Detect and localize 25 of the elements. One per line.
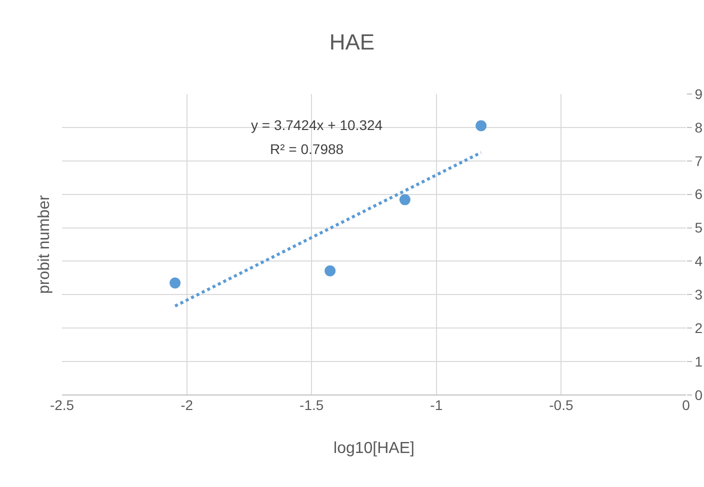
annotation: R² = 0.7988: [270, 141, 344, 157]
y-tick-label: 2: [694, 320, 703, 336]
x-tick-label: -2: [180, 397, 194, 413]
y-tick-label: 3: [694, 286, 703, 303]
y-tick-label: 1: [694, 353, 703, 370]
y-axis-title: probit number: [36, 194, 53, 294]
x-tick-label: -1.5: [300, 397, 324, 413]
y-tick-label: 9: [694, 86, 703, 102]
y-tick-label: 6: [694, 186, 703, 202]
y-tick-label: 5: [694, 220, 703, 236]
x-tick-label: 0: [682, 397, 690, 413]
point: [324, 265, 336, 276]
point: [476, 120, 487, 132]
chart-title: HAE: [329, 29, 375, 54]
y-tick-label: 8: [694, 119, 703, 136]
x-tick-label: -1: [430, 397, 443, 413]
annotation: y = 3.7424x + 10.324: [251, 117, 383, 133]
y-tick-label: 0: [694, 386, 703, 403]
y-tick-label: 4: [694, 253, 703, 270]
point: [399, 194, 410, 206]
x-tick-label: -2.5: [50, 397, 74, 413]
x-axis-title: log10[HAE]: [334, 440, 414, 457]
x-tick-label: -0.5: [549, 397, 574, 413]
point: [170, 277, 181, 288]
y-tick-label: 7: [694, 152, 703, 169]
